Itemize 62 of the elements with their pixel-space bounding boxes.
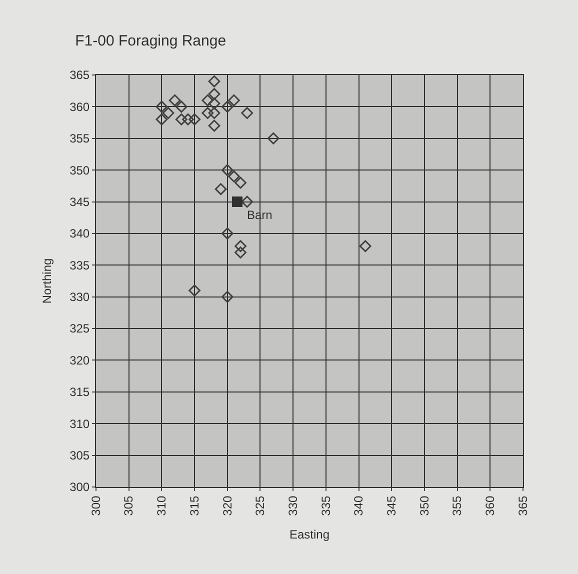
point	[188, 113, 200, 126]
y-tick-label: 335	[70, 258, 90, 272]
point	[156, 100, 168, 113]
point	[234, 176, 246, 189]
y-tick-label: 315	[70, 385, 90, 400]
point	[221, 100, 234, 113]
x-axis-title: Easting	[289, 528, 330, 542]
x-tick-label: 300	[88, 495, 103, 516]
y-axis-title: Northing	[40, 258, 54, 304]
y-tick-label: 330	[70, 290, 90, 304]
x-tick-label: 320	[220, 495, 234, 516]
point	[228, 170, 240, 182]
y-tick-label: 365	[70, 68, 90, 82]
point	[221, 228, 234, 240]
x-tick-label: 350	[417, 495, 432, 516]
point	[241, 107, 254, 119]
point	[188, 284, 200, 296]
point	[267, 132, 280, 144]
point	[202, 107, 214, 119]
chart-title: F1-00 Foraging Range	[75, 32, 226, 50]
y-tick-label: 320	[70, 353, 90, 368]
x-tick-label: 325	[253, 495, 268, 516]
point	[221, 290, 234, 303]
y-tick-label: 350	[70, 163, 90, 178]
x-tick-label: 340	[352, 495, 366, 516]
point	[202, 94, 214, 106]
y-tick-label: 305	[70, 448, 90, 463]
point	[175, 100, 188, 113]
x-tick-label: 360	[483, 495, 498, 516]
x-tick-label: 310	[154, 495, 169, 516]
point	[221, 164, 234, 176]
point	[208, 75, 220, 88]
x-tick-label: 330	[286, 495, 300, 516]
point	[232, 196, 242, 208]
x-tick-label: 365	[516, 495, 530, 516]
point	[228, 94, 240, 106]
x-tick-label: 345	[384, 495, 399, 516]
point	[208, 120, 220, 132]
y-tick-label: 355	[70, 132, 90, 146]
point	[234, 240, 246, 252]
point	[168, 94, 181, 106]
point	[208, 88, 220, 100]
y-tick-label: 300	[70, 480, 90, 494]
point	[234, 246, 246, 258]
point	[214, 183, 227, 196]
point	[175, 113, 188, 126]
point	[208, 107, 220, 119]
point	[182, 113, 194, 126]
point	[359, 240, 372, 252]
point	[208, 98, 220, 110]
y-tick-label: 310	[70, 416, 90, 431]
y-tick-label: 345	[70, 194, 90, 209]
y-tick-label: 325	[70, 322, 90, 336]
y-tick-label: 340	[70, 226, 90, 241]
x-tick-label: 305	[122, 495, 136, 516]
x-tick-label: 335	[318, 495, 333, 516]
point	[156, 113, 168, 126]
point	[241, 196, 254, 208]
x-tick-label: 315	[187, 495, 202, 516]
x-tick-label: 355	[450, 495, 464, 516]
point	[162, 107, 174, 119]
y-tick-label: 360	[70, 100, 90, 114]
